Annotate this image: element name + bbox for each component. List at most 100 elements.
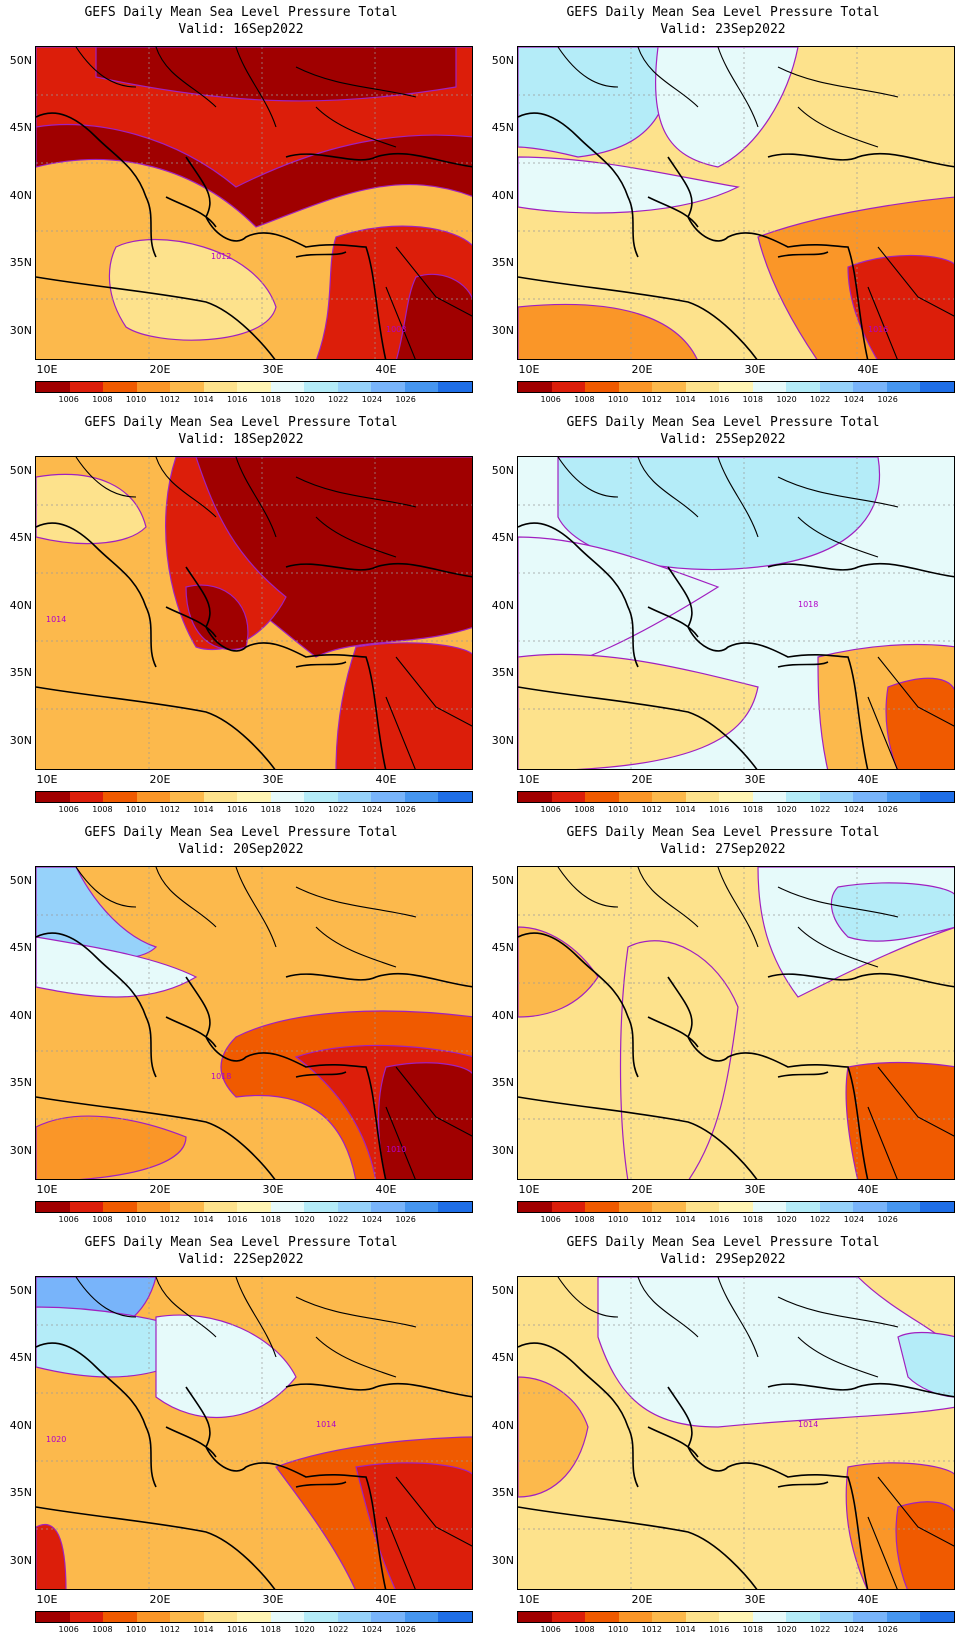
pressure-map: 1018 1010	[35, 866, 473, 1180]
colorbar-tick-label: 1026	[395, 1215, 416, 1224]
longitude-label: 20E	[149, 1183, 171, 1196]
colorbar-swatch	[36, 1612, 70, 1622]
colorbar	[35, 1201, 473, 1213]
pressure-map: 1014	[517, 1276, 955, 1590]
longitude-label: 30E	[744, 773, 766, 786]
latitude-label: 45N	[491, 531, 514, 544]
colorbar-tick-label: 1012	[641, 1625, 662, 1634]
colorbar-swatch	[518, 1202, 552, 1212]
colorbar-tick-label: 1022	[810, 805, 831, 814]
latitude-label: 50N	[491, 1284, 514, 1297]
latitude-label: 35N	[9, 1076, 32, 1089]
latitude-label: 50N	[9, 464, 32, 477]
colorbar-swatch	[404, 1202, 439, 1212]
pressure-map: 1018	[517, 456, 955, 770]
colorbar-tick-label: 1018	[260, 805, 282, 814]
latitude-label: 40N	[9, 599, 32, 612]
longitude-label: 20E	[149, 363, 171, 376]
country-borders	[75, 1277, 472, 1589]
colorbar-swatch	[853, 1202, 887, 1212]
colorbar-tick-label: 1026	[877, 395, 898, 404]
contour-label: 1016	[868, 325, 888, 334]
contour-label: 1018	[798, 600, 818, 609]
colorbar-tick-label: 1012	[159, 395, 180, 404]
colorbar-swatch	[685, 792, 720, 802]
map-title: GEFS Daily Mean Sea Level Pressure Total	[566, 825, 880, 840]
colorbar-swatch	[853, 792, 887, 802]
contour-label: 1014	[798, 1420, 818, 1429]
colorbar-swatch	[886, 1612, 921, 1622]
latitude-label: 50N	[9, 1284, 32, 1297]
pressure-contour-region	[518, 156, 740, 214]
colorbar-swatch	[170, 792, 204, 802]
pressure-contour-region	[654, 47, 799, 168]
colorbar-swatch	[371, 1202, 405, 1212]
colorbar-tick-label: 1006	[540, 395, 561, 404]
longitude-label: 20E	[631, 1593, 653, 1606]
longitude-label: 20E	[149, 1593, 171, 1606]
latitude-label: 35N	[491, 256, 514, 269]
longitude-label: 10E	[36, 1183, 58, 1196]
colorbar-swatch	[237, 1612, 271, 1622]
colorbar-swatch	[136, 1202, 171, 1212]
colorbar-tick-label: 1008	[92, 1215, 113, 1224]
pressure-contour-region	[355, 1462, 472, 1589]
pressure-contour-region	[897, 1332, 954, 1398]
colorbar-swatch	[719, 382, 753, 392]
colorbar-swatch	[786, 1202, 820, 1212]
colorbar-swatch	[652, 382, 686, 392]
pressure-field-svg: 1014	[518, 1277, 954, 1589]
longitude-label: 10E	[36, 1593, 58, 1606]
colorbar-tick-label: 1016	[708, 1215, 730, 1224]
latitude-label: 30N	[9, 1554, 32, 1567]
pressure-field-svg	[518, 867, 954, 1179]
longitude-label: 10E	[36, 773, 58, 786]
valid-date-label: Valid: 16Sep2022	[178, 22, 304, 37]
pressure-contour-region	[619, 940, 739, 1179]
colorbar-swatch	[371, 382, 405, 392]
colorbar-tick-label: 1018	[742, 1625, 764, 1634]
colorbar-tick-label: 1020	[294, 395, 315, 404]
colorbar-swatch	[853, 1612, 887, 1622]
valid-date-label: Valid: 27Sep2022	[660, 842, 786, 857]
longitude-label: 20E	[149, 773, 171, 786]
longitude-label: 30E	[744, 1593, 766, 1606]
colorbar-tick-label: 1024	[843, 805, 865, 814]
colorbar-tick-label: 1010	[607, 395, 629, 404]
colorbar-swatch	[404, 1612, 439, 1622]
colorbar-swatch	[170, 1612, 204, 1622]
colorbar-swatch	[752, 1202, 787, 1212]
colorbar-swatch	[518, 382, 552, 392]
map-panel-2: GEFS Daily Mean Sea Level Pressure Total…	[482, 0, 964, 410]
longitude-label: 10E	[518, 363, 540, 376]
latitude-label: 30N	[491, 324, 514, 337]
pressure-contour-region	[36, 473, 147, 545]
longitude-label: 40E	[857, 1183, 879, 1196]
colorbar-tick-label: 1026	[877, 1215, 898, 1224]
pressure-contour-region	[108, 238, 277, 341]
colorbar-tick-label: 1020	[294, 1215, 315, 1224]
latitude-label: 40N	[9, 1009, 32, 1022]
longitude-label: 40E	[857, 773, 879, 786]
colorbar-swatch	[920, 792, 954, 802]
colorbar-tick-label: 1018	[260, 395, 282, 404]
contour-label: 1018	[211, 1072, 231, 1081]
map-panel-4: GEFS Daily Mean Sea Level Pressure Total…	[482, 410, 964, 820]
pressure-contour-region	[597, 1277, 954, 1428]
latitude-label: 30N	[491, 1554, 514, 1567]
valid-date-label: Valid: 23Sep2022	[660, 22, 786, 37]
colorbar-swatch	[404, 792, 439, 802]
colorbar-tick-label: 1012	[159, 1215, 180, 1224]
colorbar-tick-label: 1020	[776, 1215, 797, 1224]
colorbar-tick-label: 1008	[574, 805, 595, 814]
colorbar-swatch	[920, 1612, 954, 1622]
longitude-label: 40E	[375, 363, 397, 376]
colorbar-swatch	[551, 382, 586, 392]
pressure-contour-region	[395, 273, 472, 359]
colorbar-tick-label: 1008	[92, 805, 113, 814]
latitude-label: 35N	[491, 666, 514, 679]
colorbar-swatch	[237, 382, 271, 392]
colorbar-swatch	[853, 382, 887, 392]
colorbar-tick-label: 1016	[226, 395, 248, 404]
colorbar-swatch	[136, 792, 171, 802]
